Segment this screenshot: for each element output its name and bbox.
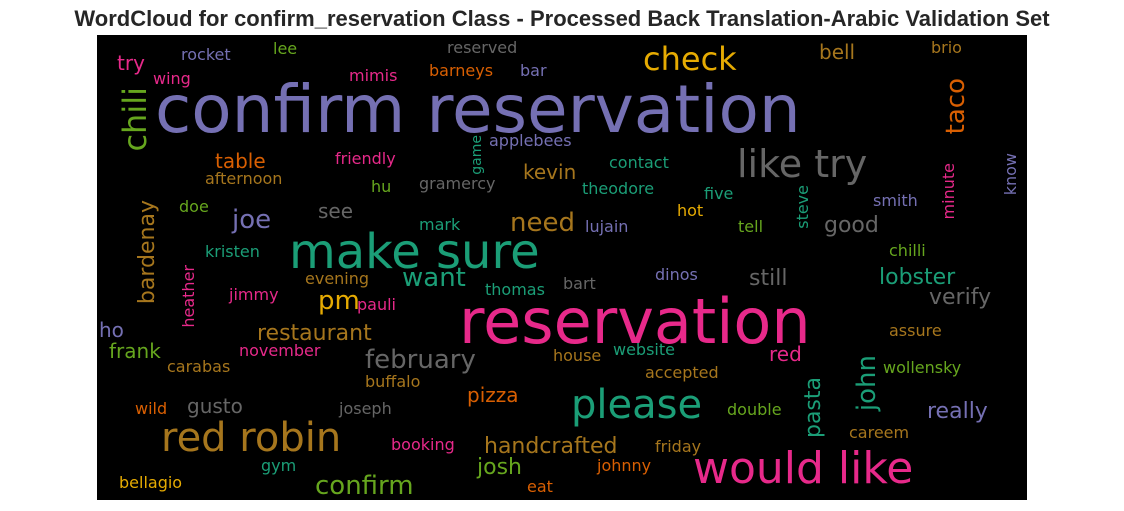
word-kevin: kevin — [523, 160, 577, 184]
word-joe: joe — [232, 205, 272, 235]
word-applebees: applebees — [489, 131, 572, 150]
word-know: know — [1001, 153, 1020, 196]
word-bart: bart — [563, 274, 596, 293]
word-evening: evening — [305, 269, 370, 288]
word-website: website — [613, 340, 675, 359]
word-restaurant: restaurant — [257, 321, 372, 346]
word-would-like: would like — [693, 443, 914, 494]
word-joseph: joseph — [339, 399, 392, 418]
word-five: five — [704, 184, 734, 203]
word-mimis: mimis — [349, 66, 398, 85]
word-brio: brio — [931, 38, 962, 57]
word-still: still — [749, 266, 788, 291]
word-bardenay: bardenay — [135, 200, 160, 305]
word-reserved: reserved — [447, 38, 518, 57]
word-pauli: pauli — [357, 295, 396, 314]
word-hot: hot — [677, 201, 704, 220]
word-steve: steve — [793, 185, 812, 229]
word-check: check — [643, 40, 737, 78]
word-friday: friday — [655, 437, 702, 456]
word-doe: doe — [179, 197, 209, 216]
word-gramercy: gramercy — [419, 174, 496, 193]
word-wild: wild — [135, 399, 168, 418]
word-bell: bell — [819, 40, 856, 64]
word-hu: hu — [371, 177, 392, 196]
word-afternoon: afternoon — [205, 169, 283, 188]
word-jimmy: jimmy — [229, 285, 279, 304]
word-red: red — [769, 342, 802, 366]
word-ho: ho — [99, 318, 124, 342]
word-minute: minute — [939, 163, 958, 220]
word-pasta: pasta — [801, 377, 826, 439]
word-table: table — [215, 149, 266, 173]
word-careem: careem — [849, 423, 910, 442]
word-lee: lee — [273, 39, 298, 58]
word-assure: assure — [889, 321, 942, 340]
word-johnny: johnny — [597, 456, 652, 475]
word-tell: tell — [738, 217, 764, 236]
word-carabas: carabas — [167, 357, 231, 376]
word-pizza: pizza — [467, 383, 519, 407]
word-gusto: gusto — [187, 394, 243, 418]
word-wing: wing — [153, 69, 191, 88]
word-chili: chili — [116, 87, 154, 152]
word-double: double — [727, 400, 782, 419]
word-wollensky: wollensky — [883, 358, 962, 377]
word-josh: josh — [477, 455, 522, 480]
word-confirm-reservation: confirm reservation — [155, 71, 801, 148]
word-confirm: confirm — [315, 471, 414, 500]
word-make-sure: make sure — [289, 224, 540, 280]
word-rocket: rocket — [181, 45, 231, 64]
word-november: november — [239, 341, 321, 360]
word-handcrafted: handcrafted — [484, 434, 618, 459]
word-thomas: thomas — [485, 280, 545, 299]
page-title: WordCloud for confirm_reservation Class … — [74, 6, 1050, 31]
word-john: john — [852, 355, 882, 412]
word-lobster: lobster — [879, 265, 956, 290]
word-frank: frank — [109, 339, 161, 363]
word-need: need — [510, 208, 575, 238]
word-reservation: reservation — [459, 285, 811, 358]
word-taco: taco — [941, 78, 971, 135]
word-friendly: friendly — [335, 149, 396, 168]
word-really: really — [927, 399, 988, 424]
word-chilli: chilli — [889, 241, 926, 260]
word-booking: booking — [391, 435, 455, 454]
word-heather: heather — [179, 265, 198, 328]
word-see: see — [318, 199, 354, 223]
word-bellagio: bellagio — [119, 473, 183, 492]
word-bar: bar — [520, 61, 547, 80]
word-eat: eat — [527, 477, 553, 496]
word-verify: verify — [929, 285, 992, 310]
word-dinos: dinos — [655, 265, 698, 284]
word-theodore: theodore — [582, 179, 655, 198]
word-try: try — [117, 51, 145, 75]
word-house: house — [553, 346, 602, 365]
word-gym: gym — [261, 456, 297, 475]
word-february: february — [365, 345, 476, 375]
word-accepted: accepted — [645, 363, 719, 382]
word-contact: contact — [609, 153, 669, 172]
word-red-robin: red robin — [161, 415, 342, 461]
word-want: want — [402, 263, 466, 293]
word-please: please — [571, 382, 703, 428]
word-cloud-canvas: confirm reservation reservation make sur… — [97, 35, 1027, 500]
word-kristen: kristen — [205, 242, 260, 261]
word-smith: smith — [873, 191, 918, 210]
word-lujain: lujain — [585, 217, 629, 236]
word-mark: mark — [419, 215, 461, 234]
word-game: game — [469, 135, 485, 175]
word-good: good — [824, 213, 879, 238]
word-like-try: like try — [737, 142, 868, 186]
word-pm: pm — [318, 286, 360, 316]
word-barneys: barneys — [429, 61, 494, 80]
word-buffalo: buffalo — [365, 372, 421, 391]
